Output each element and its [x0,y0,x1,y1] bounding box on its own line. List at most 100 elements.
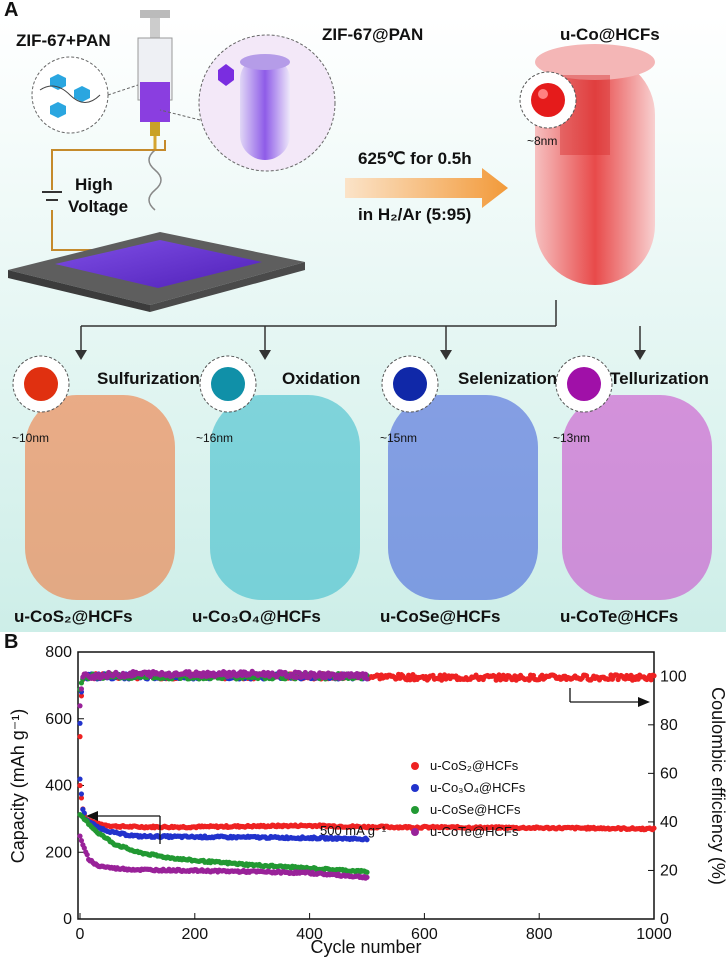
legend-marker [411,806,419,814]
y2-tick-label: 40 [660,814,678,831]
voltage-label-line1: High [75,175,113,194]
x-tick-label: 600 [411,926,438,943]
panel-a: A ZIF-67+PAN ZIF-67@PAN u-Co@HCFs Hi [0,0,726,632]
ce-point [78,680,85,686]
y2-tick-label: 80 [660,717,678,734]
zif-particle-inset [31,56,109,134]
title-zif67-pan: ZIF-67+PAN [16,31,111,50]
ce-point [406,672,412,678]
x-tick-label: 800 [526,926,553,943]
y2-tick-label: 20 [660,862,678,879]
capacity-point [77,782,83,789]
condition-gas: in H₂/Ar (5:95) [358,205,471,224]
hollow-fiber-tube [210,395,360,600]
legend-label: u-CoSe@HCFs [430,802,521,817]
u-co-particle-inset [519,71,577,129]
y2-axis-label: Coulombic efficiency (%) [708,687,726,885]
x-axis-label: Cycle number [310,937,421,957]
process-size: ~10nm [12,431,49,445]
ce-point [364,676,370,682]
legend-label: u-CoS₂@HCFs [430,758,519,773]
y2-tick-label: 0 [660,911,669,928]
branch-connectors [75,300,646,360]
voltage-label-line2: Voltage [68,197,128,216]
y-tick-label: 800 [45,644,72,661]
zif67-pan-fiber-inset [198,34,336,172]
collector-plate [8,232,305,312]
ce-point [362,671,369,677]
size-co: ~8nm [527,134,557,148]
capacity-point [84,852,90,858]
x-tick-label: 0 [76,926,85,943]
axis-ticks: 0 200 400 600 800 100002004006008000204060801… [45,644,687,943]
process-name: Oxidation [282,369,360,388]
ce-point [302,669,308,676]
process-product: u-Co₃O₄@HCFs [192,607,321,626]
y-tick-label: 0 [63,911,72,928]
process-column-sulfurization: Sulfurization ~10nm u-CoS₂@HCFs [12,355,200,626]
rate-annotation: 500 mA g⁻¹ [320,823,387,838]
process-name: Tellurization [610,369,709,388]
hollow-fiber-tube [25,395,175,600]
x-tick-label: 200 [181,926,208,943]
legend: u-CoS₂@HCFs u-Co₃O₄@HCFs u-CoSe@HCFs u-CoTe… [411,758,526,839]
capacity-point [81,845,87,851]
legend-marker [411,762,419,770]
u-co-hcfs-tube [535,44,655,285]
syringe-icon [137,10,173,211]
ce-point [78,693,85,699]
series-layer [77,668,657,881]
capacity-point [364,837,370,843]
process-product: u-CoSe@HCFs [380,607,500,626]
series-1 [77,671,370,843]
title-zif67-at-pan: ZIF-67@PAN [322,25,423,44]
ce-point [496,672,502,678]
ce-point [77,720,83,726]
y-tick-label: 600 [45,711,72,728]
process-size: ~16nm [196,431,233,445]
process-size: ~13nm [553,431,590,445]
title-u-co-hcfs: u-Co@HCFs [560,25,660,44]
capacity-point [78,837,85,844]
hollow-fiber-tube [562,395,712,600]
capacity-point [77,833,83,839]
x-tick-label: 400 [296,926,323,943]
panel-a-letter: A [4,0,18,21]
particle-core [393,367,427,401]
condition-temperature: 625℃ for 0.5h [358,149,472,168]
ce-point [77,734,83,740]
ce-point [294,674,300,680]
capacity-point [364,869,370,875]
particle-core [567,367,601,401]
process-column-selenization: Selenization ~15nm u-CoSe@HCFs [380,355,557,626]
process-column-oxidation: Oxidation ~16nm u-Co₃O₄@HCFs [192,355,360,626]
ce-point [651,673,657,679]
legend-label: u-CoTe@HCFs [430,824,519,839]
y-axis-label: Capacity (mAh g⁻¹) [8,709,28,864]
particle-core [211,367,245,401]
ce-point [78,686,85,692]
process-product: u-CoTe@HCFs [560,607,678,626]
panel-b: B 0 200 400 600 800 1000020040060080002040608… [4,631,726,957]
process-size: ~15nm [380,431,417,445]
capacity-point [78,795,85,801]
process-product: u-CoS₂@HCFs [14,607,133,626]
y2-tick-label: 60 [660,765,678,782]
capacity-point [77,776,83,782]
ce-point [296,670,303,676]
legend-label: u-Co₃O₄@HCFs [430,780,526,795]
process-arrow [345,168,508,208]
pointer-arrow-right [569,688,650,707]
hollow-fiber-tube [388,395,538,600]
y-tick-label: 400 [45,778,72,795]
legend-marker [411,828,419,836]
capacity-point [364,874,370,880]
ce-point [648,677,654,683]
y2-tick-label: 100 [660,668,687,685]
series-3 [77,668,370,881]
y-tick-label: 200 [45,844,72,861]
capacity-point [78,791,85,797]
particle-core [24,367,58,401]
ce-point [77,703,83,709]
